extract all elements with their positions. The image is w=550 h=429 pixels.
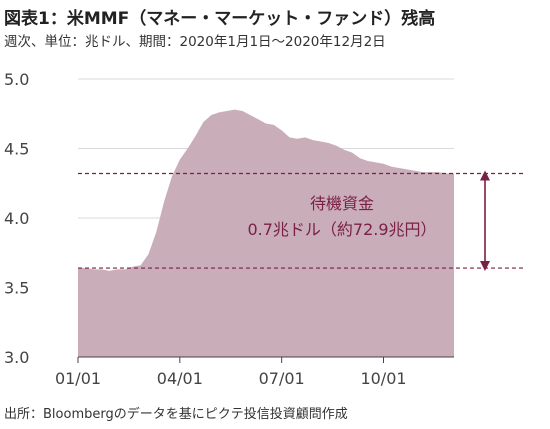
series-area [78, 109, 454, 357]
y-tick-label: 3.0 [4, 348, 29, 367]
annotation-value: 0.7兆ドル（約72.9兆円） [247, 220, 436, 239]
y-tick-label: 4.0 [4, 209, 29, 228]
data-area [78, 109, 454, 357]
axes: 3.0 3.5 4.0 4.5 5.0 01/01 04/01 07/01 10/01 [4, 70, 454, 388]
chart-subtitle: 週次、単位：兆ドル、期間：2020年1月1日～2020年12月2日 [4, 34, 386, 50]
annotation-label: 待機資金 [310, 194, 374, 213]
chart-title: 図表1：米MMF（マネー・マーケット・ファンド）残高 [4, 9, 436, 29]
y-tick-label: 5.0 [4, 70, 29, 89]
source-note: 出所：Bloombergのデータを基にピクテ投信投資顧問作成 [4, 407, 348, 422]
reference-lines [78, 172, 526, 269]
y-tick-label: 4.5 [4, 140, 29, 159]
x-tick-label: 01/01 [55, 369, 101, 388]
y-tick-label: 3.5 [4, 279, 29, 298]
x-tick-label: 10/01 [360, 369, 406, 388]
x-tick-label: 07/01 [259, 369, 305, 388]
annotation: 待機資金 0.7兆ドル（約72.9兆円） [247, 170, 490, 272]
x-tick-label: 04/01 [157, 369, 203, 388]
